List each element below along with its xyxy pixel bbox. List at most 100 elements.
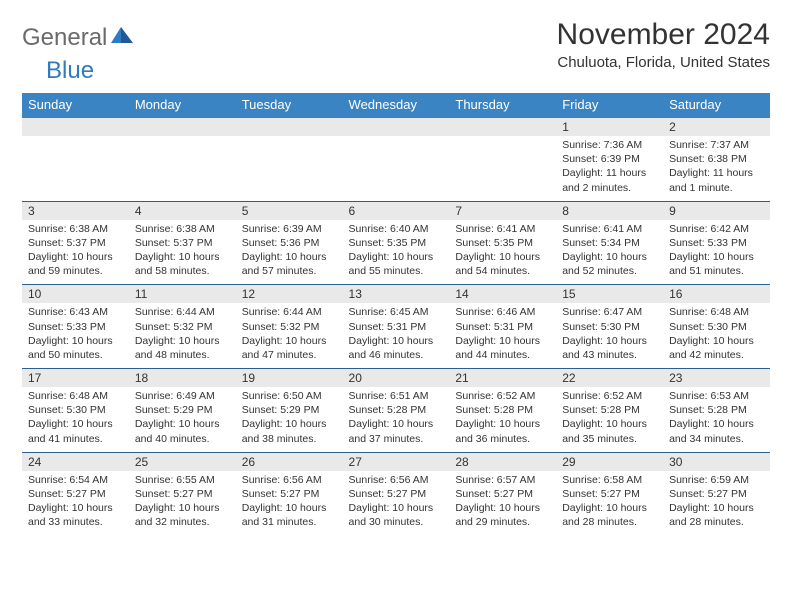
day-details: Sunrise: 6:38 AMSunset: 5:37 PMDaylight:… (22, 220, 129, 285)
day-details: Sunrise: 6:56 AMSunset: 5:27 PMDaylight:… (236, 471, 343, 536)
calendar-body: 1Sunrise: 7:36 AMSunset: 6:39 PMDaylight… (22, 117, 770, 535)
day-number: 21 (449, 369, 556, 387)
day-details: Sunrise: 6:38 AMSunset: 5:37 PMDaylight:… (129, 220, 236, 285)
calendar-day-cell: 22Sunrise: 6:52 AMSunset: 5:28 PMDayligh… (556, 369, 663, 453)
day-details: Sunrise: 6:43 AMSunset: 5:33 PMDaylight:… (22, 303, 129, 368)
day-header: Tuesday (236, 93, 343, 117)
calendar-day-cell: 13Sunrise: 6:45 AMSunset: 5:31 PMDayligh… (343, 285, 450, 369)
day-number: 25 (129, 453, 236, 471)
day-number: 16 (663, 285, 770, 303)
calendar-day-cell: 5Sunrise: 6:39 AMSunset: 5:36 PMDaylight… (236, 201, 343, 285)
calendar-day-cell: 28Sunrise: 6:57 AMSunset: 5:27 PMDayligh… (449, 452, 556, 535)
calendar-day-cell (22, 117, 129, 201)
calendar-day-cell: 4Sunrise: 6:38 AMSunset: 5:37 PMDaylight… (129, 201, 236, 285)
sunset-text: Sunset: 5:37 PM (135, 236, 230, 250)
sunset-text: Sunset: 5:31 PM (455, 320, 550, 334)
daylight-text: Daylight: 10 hours and 34 minutes. (669, 417, 764, 445)
sunset-text: Sunset: 5:28 PM (455, 403, 550, 417)
sunrise-text: Sunrise: 6:41 AM (562, 222, 657, 236)
day-number (22, 118, 129, 136)
sunset-text: Sunset: 5:27 PM (562, 487, 657, 501)
calendar-week-row: 1Sunrise: 7:36 AMSunset: 6:39 PMDaylight… (22, 117, 770, 201)
day-number: 11 (129, 285, 236, 303)
day-number (129, 118, 236, 136)
day-details: Sunrise: 6:52 AMSunset: 5:28 PMDaylight:… (556, 387, 663, 452)
sunrise-text: Sunrise: 6:47 AM (562, 305, 657, 319)
sunset-text: Sunset: 5:30 PM (669, 320, 764, 334)
calendar-day-cell: 7Sunrise: 6:41 AMSunset: 5:35 PMDaylight… (449, 201, 556, 285)
sunrise-text: Sunrise: 6:50 AM (242, 389, 337, 403)
calendar-day-cell: 8Sunrise: 6:41 AMSunset: 5:34 PMDaylight… (556, 201, 663, 285)
calendar-day-cell: 25Sunrise: 6:55 AMSunset: 5:27 PMDayligh… (129, 452, 236, 535)
calendar-day-cell: 16Sunrise: 6:48 AMSunset: 5:30 PMDayligh… (663, 285, 770, 369)
day-number: 26 (236, 453, 343, 471)
day-header: Friday (556, 93, 663, 117)
day-details: Sunrise: 7:36 AMSunset: 6:39 PMDaylight:… (556, 136, 663, 201)
sunset-text: Sunset: 5:30 PM (28, 403, 123, 417)
sunrise-text: Sunrise: 7:36 AM (562, 138, 657, 152)
sunrise-text: Sunrise: 6:38 AM (28, 222, 123, 236)
sunrise-text: Sunrise: 6:48 AM (669, 305, 764, 319)
sunrise-text: Sunrise: 6:45 AM (349, 305, 444, 319)
daylight-text: Daylight: 10 hours and 44 minutes. (455, 334, 550, 362)
sunrise-text: Sunrise: 6:39 AM (242, 222, 337, 236)
day-number: 23 (663, 369, 770, 387)
logo-text-blue: Blue (46, 57, 94, 84)
daylight-text: Daylight: 10 hours and 43 minutes. (562, 334, 657, 362)
sunrise-text: Sunrise: 6:48 AM (28, 389, 123, 403)
sunset-text: Sunset: 5:27 PM (28, 487, 123, 501)
sunset-text: Sunset: 5:30 PM (562, 320, 657, 334)
calendar-day-cell: 19Sunrise: 6:50 AMSunset: 5:29 PMDayligh… (236, 369, 343, 453)
calendar-day-cell: 29Sunrise: 6:58 AMSunset: 5:27 PMDayligh… (556, 452, 663, 535)
day-details: Sunrise: 6:52 AMSunset: 5:28 PMDaylight:… (449, 387, 556, 452)
sunset-text: Sunset: 5:27 PM (455, 487, 550, 501)
sunrise-text: Sunrise: 6:54 AM (28, 473, 123, 487)
day-details: Sunrise: 6:44 AMSunset: 5:32 PMDaylight:… (129, 303, 236, 368)
calendar-day-cell (449, 117, 556, 201)
day-details: Sunrise: 6:47 AMSunset: 5:30 PMDaylight:… (556, 303, 663, 368)
day-number: 4 (129, 202, 236, 220)
sunrise-text: Sunrise: 6:52 AM (562, 389, 657, 403)
day-details: Sunrise: 6:54 AMSunset: 5:27 PMDaylight:… (22, 471, 129, 536)
daylight-text: Daylight: 10 hours and 28 minutes. (562, 501, 657, 529)
day-number: 22 (556, 369, 663, 387)
sunset-text: Sunset: 5:33 PM (669, 236, 764, 250)
day-number: 19 (236, 369, 343, 387)
sunrise-text: Sunrise: 6:51 AM (349, 389, 444, 403)
calendar-week-row: 24Sunrise: 6:54 AMSunset: 5:27 PMDayligh… (22, 452, 770, 535)
sunrise-text: Sunrise: 6:44 AM (242, 305, 337, 319)
day-number: 12 (236, 285, 343, 303)
calendar-day-cell: 11Sunrise: 6:44 AMSunset: 5:32 PMDayligh… (129, 285, 236, 369)
day-number: 9 (663, 202, 770, 220)
calendar-day-cell: 20Sunrise: 6:51 AMSunset: 5:28 PMDayligh… (343, 369, 450, 453)
daylight-text: Daylight: 10 hours and 41 minutes. (28, 417, 123, 445)
day-number: 6 (343, 202, 450, 220)
sunset-text: Sunset: 5:36 PM (242, 236, 337, 250)
sunset-text: Sunset: 5:28 PM (349, 403, 444, 417)
daylight-text: Daylight: 10 hours and 30 minutes. (349, 501, 444, 529)
sunrise-text: Sunrise: 6:46 AM (455, 305, 550, 319)
daylight-text: Daylight: 10 hours and 51 minutes. (669, 250, 764, 278)
day-number (343, 118, 450, 136)
daylight-text: Daylight: 10 hours and 32 minutes. (135, 501, 230, 529)
sunset-text: Sunset: 5:33 PM (28, 320, 123, 334)
logo: General (22, 24, 137, 52)
calendar-day-cell (236, 117, 343, 201)
daylight-text: Daylight: 10 hours and 36 minutes. (455, 417, 550, 445)
calendar-day-cell: 3Sunrise: 6:38 AMSunset: 5:37 PMDaylight… (22, 201, 129, 285)
day-details (449, 136, 556, 194)
day-details: Sunrise: 6:39 AMSunset: 5:36 PMDaylight:… (236, 220, 343, 285)
day-details: Sunrise: 6:59 AMSunset: 5:27 PMDaylight:… (663, 471, 770, 536)
day-number (449, 118, 556, 136)
day-header: Thursday (449, 93, 556, 117)
daylight-text: Daylight: 10 hours and 33 minutes. (28, 501, 123, 529)
day-details: Sunrise: 6:49 AMSunset: 5:29 PMDaylight:… (129, 387, 236, 452)
daylight-text: Daylight: 10 hours and 54 minutes. (455, 250, 550, 278)
day-number: 7 (449, 202, 556, 220)
flag-icon (109, 25, 135, 52)
sunset-text: Sunset: 5:32 PM (242, 320, 337, 334)
sunset-text: Sunset: 5:31 PM (349, 320, 444, 334)
sunrise-text: Sunrise: 6:43 AM (28, 305, 123, 319)
sunrise-text: Sunrise: 6:41 AM (455, 222, 550, 236)
calendar-week-row: 10Sunrise: 6:43 AMSunset: 5:33 PMDayligh… (22, 285, 770, 369)
